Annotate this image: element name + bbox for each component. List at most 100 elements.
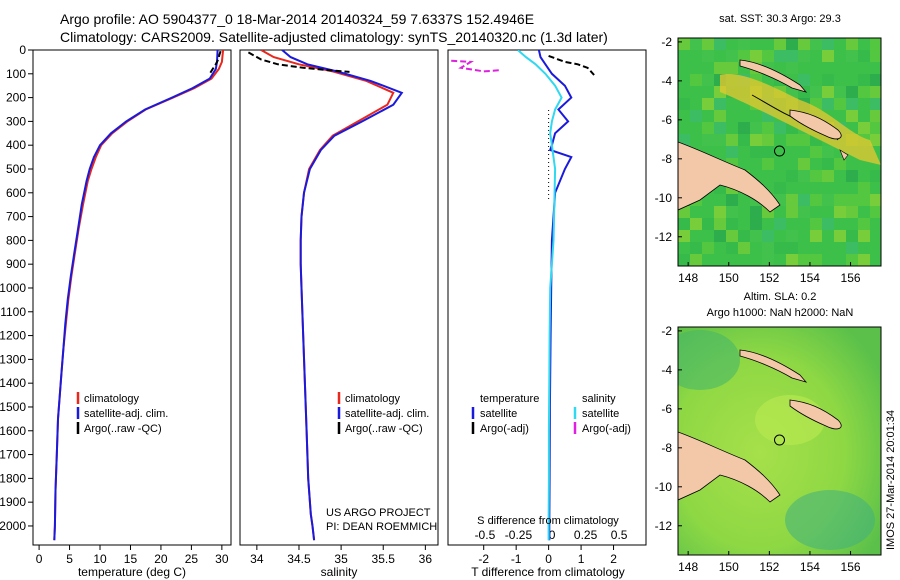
sst-pixel: [810, 254, 822, 266]
x-tick-label: -2: [478, 552, 489, 566]
x-tick-label: 34: [250, 552, 264, 566]
sst-pixel: [738, 134, 750, 146]
sst-pixel: [834, 230, 846, 242]
depth-tick-label: 1800: [0, 471, 26, 485]
land-new-ireland: [739, 349, 808, 383]
sst-pixel: [762, 146, 774, 158]
sst-pixel: [870, 206, 881, 218]
sst-pixel: [870, 134, 881, 146]
sst-pixel: [774, 122, 786, 134]
sst-pixel: [870, 86, 881, 98]
salinity-series: [247, 50, 404, 541]
sst-pixel: [810, 146, 822, 158]
sst-pixel: [726, 146, 738, 158]
depth-tick-label: 1500: [0, 400, 26, 414]
depth-tick-label: 1200: [0, 329, 26, 343]
difference-panel: -2 -1 0 1 2 -0.5 -0.25 0 0.25 0.5 S difference fr…: [447, 49, 647, 579]
header-line1: Argo profile: AO 5904377_0 18-Mar-2014 2…: [60, 11, 534, 27]
sst-pixel: [870, 122, 881, 134]
sst-pixel: [846, 254, 858, 266]
sst-pixel: [702, 74, 714, 86]
lat-tick-label: -6: [661, 402, 672, 416]
sst-pixel: [690, 74, 702, 86]
depth-tick-label: 0: [19, 43, 26, 57]
salinity-xlabel: salinity: [321, 565, 358, 579]
sst-pixel: [774, 242, 786, 254]
header-line2: Climatology: CARS2009. Satellite-adjuste…: [60, 29, 608, 45]
sst-pixel: [870, 74, 881, 86]
lat-tick-label: -10: [655, 480, 673, 494]
sst-pixel: [822, 170, 834, 182]
sst-pixel: [774, 218, 786, 230]
sst-pixel: [810, 86, 822, 98]
land-new-ireland: [739, 59, 808, 93]
depth-tick-label: 1700: [0, 448, 26, 462]
sst-pixel: [846, 98, 858, 110]
sst-pixel: [774, 50, 786, 62]
credit-line1: US ARGO PROJECT: [326, 507, 431, 519]
sst-pixel: [810, 194, 822, 206]
series-line-argo-raw-qc: [208, 50, 222, 75]
sst-pixel: [810, 38, 822, 50]
series-line-salinity-argo-adj: [451, 59, 500, 73]
sst-pixel: [726, 218, 738, 230]
sst-pixel: [798, 38, 810, 50]
series-line-satellite-adj-clim: [53, 50, 219, 541]
lon-tick-label: 150: [719, 560, 739, 574]
sst-pixel: [786, 254, 798, 266]
salinity-panel: 34 34.5 35 35.5 36 salinity climatology sate…: [239, 49, 439, 579]
sst-pixel: [714, 206, 726, 218]
sst-pixel: [822, 98, 834, 110]
sst-pixel: [714, 122, 726, 134]
sst-pixel: [858, 254, 870, 266]
lon-tick-label: 152: [759, 560, 779, 574]
sst-pixel: [786, 38, 798, 50]
sst-pixel: [702, 122, 714, 134]
x-tick-label: 10: [93, 552, 107, 566]
sst-pixel: [798, 158, 810, 170]
sst-pixel: [690, 218, 702, 230]
sst-pixel: [726, 134, 738, 146]
legend-group-temperature: temperature: [480, 393, 539, 405]
sst-pixel: [690, 242, 702, 254]
sst-pixel: [750, 134, 762, 146]
sst-pixel: [738, 38, 750, 50]
sst-pixel: [678, 98, 690, 110]
lat-tick-label: -2: [661, 35, 672, 49]
legend-label-argo: Argo(..raw -QC): [345, 423, 423, 435]
series-line-satellite-adj-clim: [281, 50, 404, 541]
sst-pixel: [798, 206, 810, 218]
legend-label-satellite: satellite-adj. clim.: [84, 408, 168, 420]
lat-tick-label: -4: [661, 363, 672, 377]
lat-tick-label: -6: [661, 113, 672, 127]
lat-tick-label: -12: [655, 519, 673, 533]
land-new-britain: [789, 399, 842, 430]
sst-pixel: [846, 230, 858, 242]
sst-pixel: [678, 38, 690, 50]
sst-map-title: sat. SST: 30.3 Argo: 29.3: [719, 13, 841, 25]
sst-pixel: [762, 134, 774, 146]
sst-pixel: [786, 170, 798, 182]
difference-series: [451, 50, 595, 541]
sst-pixel: [714, 218, 726, 230]
sst-map-panel: sat. SST: 30.3 Argo: 29.3 148 150 152 154 15…: [655, 13, 882, 285]
legend-group-salinity: salinity: [582, 393, 616, 405]
sst-pixel: [870, 170, 881, 182]
difference-top-xlabel: S difference from climatology: [477, 515, 619, 527]
lon-tick-label: 150: [719, 271, 739, 285]
salinity-x-axis: 34 34.5 35 35.5 36: [250, 545, 432, 566]
top-x-tick-label: 0.5: [611, 528, 628, 542]
x-tick-label: 15: [124, 552, 138, 566]
sst-pixel: [690, 254, 702, 266]
lon-tick-label: 154: [800, 560, 820, 574]
sst-pixel: [786, 194, 798, 206]
sst-pixel: [870, 98, 881, 110]
salinity-plot-frame: [239, 49, 439, 546]
sst-pixel: [750, 50, 762, 62]
sst-pixel: [714, 134, 726, 146]
sst-pixel: [858, 218, 870, 230]
sst-pixel: [798, 194, 810, 206]
sst-pixel: [774, 182, 786, 194]
x-tick-label: -1: [511, 552, 522, 566]
